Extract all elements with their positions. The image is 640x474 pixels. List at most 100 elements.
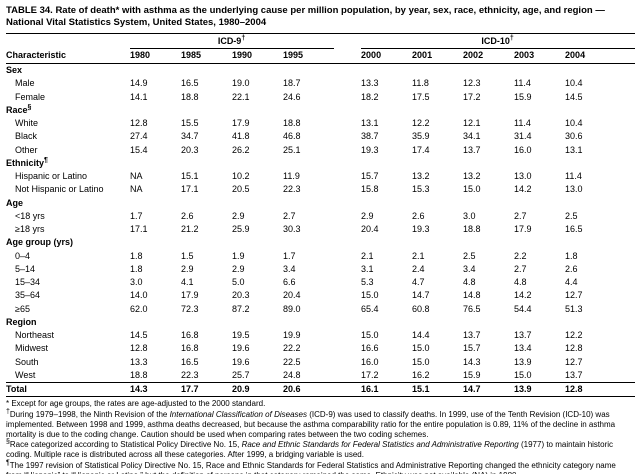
icd10-group-header: ICD-10† <box>361 33 636 49</box>
table-row: Total 14.3 17.7 20.9 20.6 16.1 15.1 14.7 13.9 12.… <box>6 382 636 398</box>
table-row: White 12.8 15.5 17.9 18.8 13.1 12.2 12.1 11.4 10.… <box>6 117 635 130</box>
value-cell: 16.0 <box>514 144 532 155</box>
footnote-marker: * <box>6 399 10 409</box>
footnote-marker: ¶ <box>6 459 10 467</box>
value-cell <box>463 197 514 210</box>
value-cell: 4.4 <box>565 277 578 288</box>
footnote-marker: § <box>6 438 10 446</box>
column-spacer <box>334 183 361 196</box>
value-cell: 16.2 <box>412 369 430 380</box>
table-row: Male 14.9 16.5 19.0 18.7 13.3 11.8 12.3 11.4 10.4 <box>6 77 635 90</box>
value-cell: 17.9 <box>514 224 532 235</box>
value-cell: 14.0 <box>130 290 148 301</box>
value-cell: 15.8 <box>361 184 379 195</box>
value-cell <box>361 197 412 210</box>
value-cell <box>463 104 514 117</box>
row-label: West <box>15 369 36 380</box>
value-cell: 12.1 <box>463 118 481 129</box>
column-spacer <box>334 236 361 249</box>
value-cell: 12.8 <box>130 118 148 129</box>
section-row: Region <box>6 316 635 329</box>
value-cell: 15.0 <box>361 290 379 301</box>
value-cell <box>463 236 514 249</box>
value-cell <box>181 104 232 117</box>
icd10-footnote-marker: † <box>509 34 514 42</box>
value-cell: 18.7 <box>283 78 301 89</box>
value-cell: 19.5 <box>232 330 250 341</box>
value-cell: 2.7 <box>514 210 527 221</box>
value-cell: 20.9 <box>232 382 283 398</box>
value-cell: 10.4 <box>565 78 583 89</box>
value-cell: 14.7 <box>463 382 515 398</box>
value-cell: 11.4 <box>514 78 531 89</box>
value-cell: 3.4 <box>463 263 476 274</box>
table-title: TABLE 34. Rate of death* with asthma as … <box>6 5 605 29</box>
footnote: ¶The 1997 revision of Statistical Policy… <box>6 459 634 474</box>
characteristic-header: Characteristic <box>6 48 130 65</box>
value-cell: 14.3 <box>463 356 481 367</box>
table-row: ≥18 yrs 17.1 21.2 25.9 30.3 20.4 19.3 18.8 17.9 1… <box>6 223 635 236</box>
value-cell: 1.8 <box>130 263 143 274</box>
table-row: 15–34 3.0 4.1 5.0 6.6 5.3 4.7 4.8 4.8 4.4 <box>6 276 635 289</box>
value-cell: 19.9 <box>283 330 301 341</box>
value-cell: 2.1 <box>412 250 425 261</box>
value-cell: 13.3 <box>361 78 379 89</box>
value-cell: 2.2 <box>514 250 527 261</box>
value-cell <box>130 316 181 329</box>
value-cell <box>232 236 283 249</box>
value-cell: 13.1 <box>361 118 379 129</box>
value-cell: 17.5 <box>412 91 430 102</box>
value-cell: 15.0 <box>361 330 379 341</box>
value-cell: 15.0 <box>514 369 532 380</box>
value-cell: 2.6 <box>412 210 425 221</box>
section-row: Age <box>6 197 635 210</box>
value-cell <box>232 157 283 170</box>
footnote-text: International Classification of Diseases <box>169 410 307 420</box>
value-cell <box>283 104 334 117</box>
value-cell: 15.3 <box>412 184 430 195</box>
table-row: Not Hispanic or Latino NA 17.1 20.5 22.3 15.8… <box>6 183 635 196</box>
row-label: Sex <box>6 65 23 76</box>
value-cell <box>514 316 565 329</box>
value-cell <box>130 236 181 249</box>
value-cell: 2.4 <box>412 263 425 274</box>
value-cell: 34.7 <box>181 131 199 142</box>
value-cell: 15.1 <box>412 382 464 398</box>
value-cell: 2.6 <box>181 210 194 221</box>
value-cell: 17.7 <box>181 382 232 398</box>
value-cell: 2.5 <box>463 250 476 261</box>
value-cell: 2.9 <box>232 263 245 274</box>
value-cell: 13.9 <box>514 356 532 367</box>
value-cell: 22.1 <box>232 91 250 102</box>
value-cell: 21.2 <box>181 224 199 235</box>
value-cell: 22.3 <box>283 184 301 195</box>
value-cell: 4.8 <box>514 277 527 288</box>
value-cell: 17.9 <box>181 290 199 301</box>
row-label: 35–64 <box>15 290 41 301</box>
column-spacer <box>334 303 361 316</box>
value-cell <box>463 157 514 170</box>
value-cell: 3.1 <box>361 263 374 274</box>
value-cell: 22.2 <box>283 343 301 354</box>
value-cell: 89.0 <box>283 303 301 314</box>
value-cell <box>361 64 412 78</box>
column-spacer <box>334 342 361 355</box>
row-label: Midwest <box>15 343 49 354</box>
value-cell <box>412 64 463 78</box>
value-cell: 26.2 <box>232 144 250 155</box>
value-cell <box>181 236 232 249</box>
value-cell: 18.8 <box>130 369 148 380</box>
table-row: Northeast 14.5 16.8 19.5 19.9 15.0 14.4 13.7 13.… <box>6 329 635 342</box>
value-cell: 11.4 <box>514 118 531 129</box>
row-label: Female <box>15 91 46 102</box>
value-cell: NA <box>130 171 143 182</box>
row-label: Age group (yrs) <box>6 237 74 248</box>
icd9-label: ICD-9 <box>217 35 242 46</box>
column-spacer <box>334 276 361 289</box>
value-cell: 12.3 <box>463 78 481 89</box>
row-label: Male <box>15 78 35 89</box>
value-cell: 19.3 <box>412 224 430 235</box>
footnote-marker: § <box>27 103 32 111</box>
footnotes: * Except for age groups, the rates are a… <box>6 399 634 474</box>
value-cell: 22.5 <box>283 356 301 367</box>
